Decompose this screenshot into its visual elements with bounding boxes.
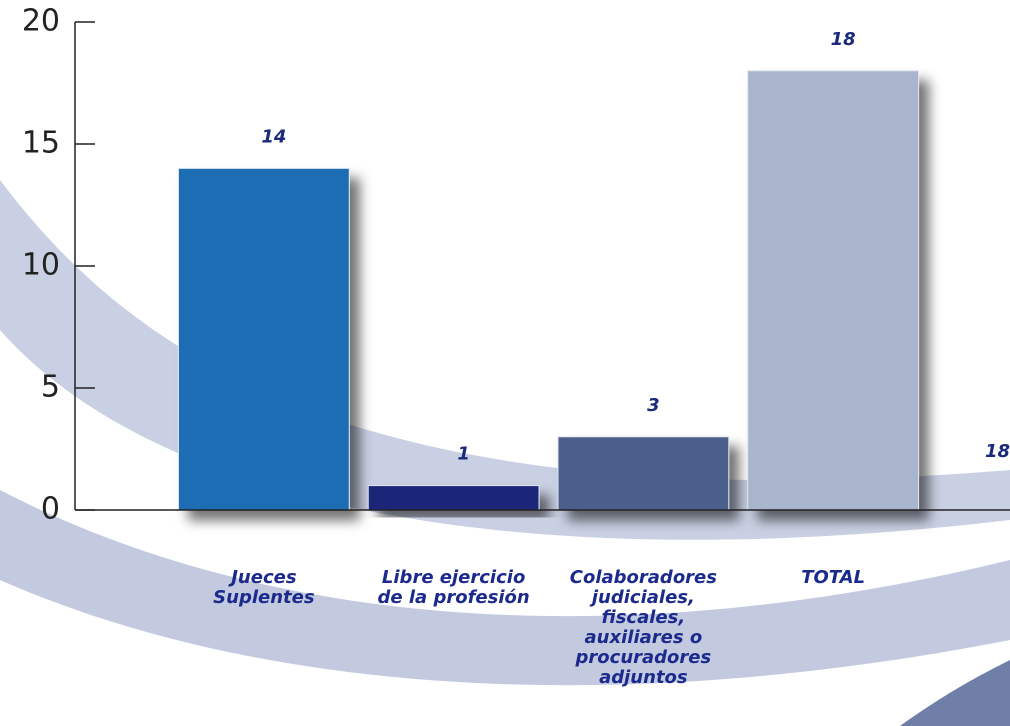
value-label: 18 [831,29,856,50]
bar [367,485,540,511]
y-tick-label: 5 [41,370,60,405]
y-tick-label: 10 [22,248,60,283]
bar [177,167,350,511]
y-tick-label: 0 [41,492,60,527]
x-tick-label: TOTAL [801,567,866,588]
value-label: 1 [457,444,470,465]
background-swoosh [0,490,1010,686]
annotation: 18 [985,441,1010,462]
x-tick-label: Colaboradores judiciales, fiscales, auxi… [569,567,717,688]
x-tick-label: Jueces Suplentes [213,567,315,608]
bar [557,436,730,511]
bar [747,70,920,511]
y-tick-label: 20 [22,4,60,39]
value-label: 14 [261,126,286,147]
y-tick-label: 15 [22,126,60,161]
value-label: 3 [647,395,660,416]
background-swoosh [900,660,1010,726]
x-tick-label: Libre ejercicio de la profesión [377,567,530,608]
